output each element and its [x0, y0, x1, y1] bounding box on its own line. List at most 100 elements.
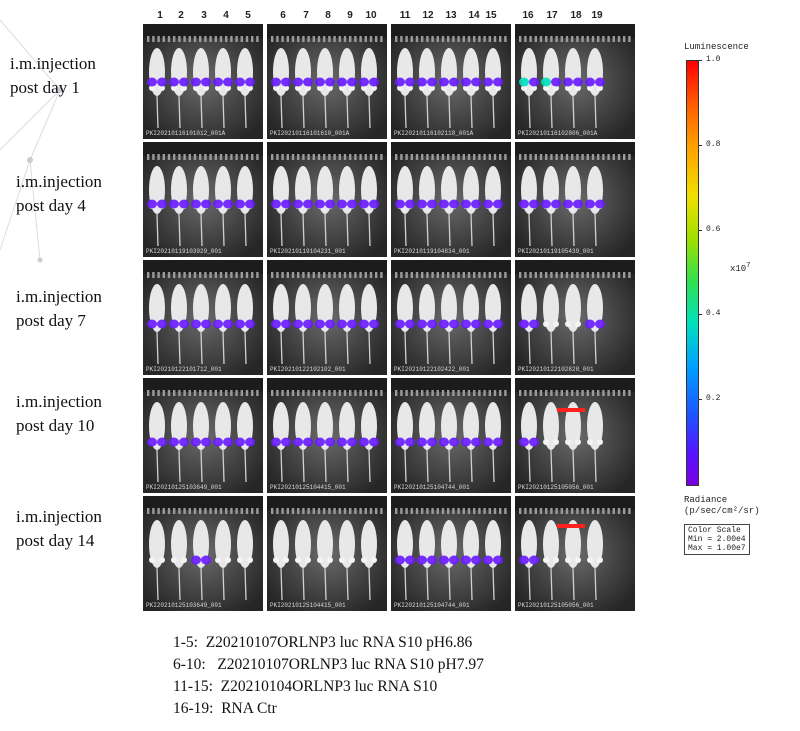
luminescence-signal: [245, 319, 255, 329]
luminescence-signal: [191, 319, 201, 329]
luminescence-signal: [223, 437, 233, 447]
luminescence-signal: [325, 199, 335, 209]
column-number: 3: [201, 10, 207, 21]
luminescence-signal: [439, 319, 449, 329]
panel-id-label: PKI20210119104231_001: [270, 248, 346, 255]
luminescence-signal: [201, 77, 211, 87]
luminescence-signal: [169, 319, 179, 329]
mouse: [215, 520, 231, 601]
luminescence-signal: [449, 437, 459, 447]
luminescence-signal: [147, 319, 157, 329]
legend-range: 6-10:: [173, 656, 206, 673]
luminescence-signal: [191, 555, 201, 565]
legend-range: 1-5:: [173, 634, 198, 651]
luminescence-signal: [471, 77, 481, 87]
luminescence-signal: [427, 437, 437, 447]
mouse: [587, 402, 603, 483]
luminescence-signal: [223, 319, 233, 329]
instrument-top-bar: [267, 260, 387, 274]
luminescence-signal: [519, 555, 529, 565]
luminescence-signal: [405, 199, 415, 209]
luminescence-signal: [439, 555, 449, 565]
luminescence-signal: [369, 319, 379, 329]
luminescence-signal: [213, 199, 223, 209]
panel-id-label: PKI20210122101712_001: [146, 366, 222, 373]
luminescence-signal: [293, 437, 303, 447]
luminescence-signal: [315, 319, 325, 329]
row-label-line1: i.m.injection: [16, 507, 102, 526]
luminescence-signal: [529, 77, 539, 87]
luminescence-signal: [245, 77, 255, 87]
panel-id-label: PKI20210125105056_001: [518, 484, 594, 491]
instrument-top-bar: [391, 142, 511, 156]
exponent-base: x10: [730, 264, 747, 274]
luminescence-signal: [337, 319, 347, 329]
luminescence-signal: [245, 199, 255, 209]
luminescence-signal: [223, 199, 233, 209]
panel-id-label: PKI20210125105056_001: [518, 602, 594, 609]
luminescence-signal: [541, 77, 551, 87]
radiance-units: (p/sec/cm²/sr): [684, 506, 760, 516]
luminescence-signal: [483, 319, 493, 329]
imaging-panel: PKI20210116102118_001A: [391, 24, 511, 139]
luminescence-signal: [405, 437, 415, 447]
instrument-top-bar: [267, 24, 387, 38]
luminescence-signal: [315, 199, 325, 209]
imaging-panel: PKI20210122102102_001: [267, 260, 387, 375]
legend-item: 1-5: Z20210107ORLNP3 luc RNA S10 pH6.86: [173, 632, 484, 654]
instrument-top-bar: [267, 496, 387, 510]
luminescence-signal: [271, 319, 281, 329]
colorbar: [686, 60, 699, 486]
luminescence-signal: [573, 77, 583, 87]
mouse: [237, 520, 253, 601]
panel-id-label: PKI20210116102118_001A: [394, 130, 474, 137]
luminescence-signal: [325, 77, 335, 87]
red-marker: [557, 524, 585, 528]
luminescence-signal: [281, 77, 291, 87]
colorbar-title: Luminescence: [684, 42, 749, 52]
luminescence-signal: [483, 437, 493, 447]
imaging-panel: PKI20210122102422_001: [391, 260, 511, 375]
luminescence-signal: [281, 319, 291, 329]
column-number: 14: [468, 10, 480, 21]
column-number: 9: [347, 10, 353, 21]
imaging-panel: PKI20210122102828_001: [515, 260, 635, 375]
luminescence-signal: [303, 437, 313, 447]
column-number: 10: [365, 10, 377, 21]
mouse: [361, 520, 377, 601]
row-label: i.m.injection post day 4: [16, 170, 156, 218]
imaging-panel: PKI20210119104231_001: [267, 142, 387, 257]
luminescence-signal: [471, 199, 481, 209]
luminescence-signal: [483, 555, 493, 565]
column-number: 12: [422, 10, 434, 21]
luminescence-signal: [563, 77, 573, 87]
luminescence-signal: [235, 199, 245, 209]
red-marker: [557, 408, 585, 412]
row-label-line2: post day 7: [16, 311, 86, 330]
row-label-line2: post day 1: [10, 78, 80, 97]
instrument-top-bar: [143, 378, 263, 392]
luminescence-signal: [201, 319, 211, 329]
luminescence-signal: [213, 77, 223, 87]
luminescence-signal: [405, 555, 415, 565]
instrument-top-bar: [391, 496, 511, 510]
luminescence-signal: [169, 199, 179, 209]
luminescence-signal: [427, 555, 437, 565]
luminescence-signal: [325, 319, 335, 329]
legend-item: 16-19: RNA Ctr: [173, 698, 484, 720]
imaging-panel: PKI20210125104744_001: [391, 496, 511, 611]
column-number: 7: [303, 10, 309, 21]
luminescence-signal: [201, 555, 211, 565]
legend-text: Z20210104ORLNP3 luc RNA S10: [220, 678, 438, 695]
luminescence-signal: [303, 199, 313, 209]
instrument-top-bar: [515, 260, 635, 274]
luminescence-signal: [595, 199, 605, 209]
panel-id-label: PKI20210116101610_001A: [270, 130, 350, 137]
luminescence-signal: [529, 319, 539, 329]
luminescence-signal: [293, 319, 303, 329]
luminescence-signal: [405, 319, 415, 329]
panel-id-label: PKI20210122102102_001: [270, 366, 346, 373]
luminescence-signal: [529, 199, 539, 209]
luminescence-signal: [201, 437, 211, 447]
luminescence-signal: [281, 199, 291, 209]
